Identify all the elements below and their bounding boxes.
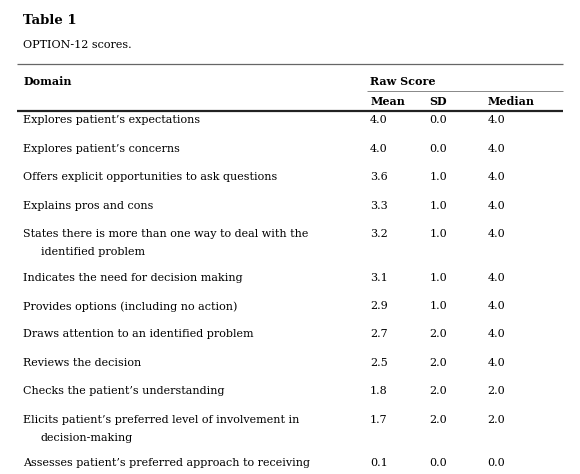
- Text: Checks the patient’s understanding: Checks the patient’s understanding: [23, 386, 224, 396]
- Text: 2.0: 2.0: [487, 415, 505, 425]
- Text: 1.0: 1.0: [429, 301, 447, 311]
- Text: 2.0: 2.0: [487, 386, 505, 396]
- Text: Indicates the need for decision making: Indicates the need for decision making: [23, 273, 243, 283]
- Text: identified problem: identified problem: [41, 247, 145, 257]
- Text: 1.0: 1.0: [429, 229, 447, 239]
- Text: 4.0: 4.0: [487, 172, 505, 182]
- Text: 4.0: 4.0: [370, 144, 388, 154]
- Text: 0.0: 0.0: [429, 144, 447, 154]
- Text: Raw Score: Raw Score: [370, 76, 436, 87]
- Text: 4.0: 4.0: [487, 301, 505, 311]
- Text: 4.0: 4.0: [487, 115, 505, 125]
- Text: 4.0: 4.0: [487, 229, 505, 239]
- Text: 3.3: 3.3: [370, 201, 388, 210]
- Text: 4.0: 4.0: [487, 144, 505, 154]
- Text: Draws attention to an identified problem: Draws attention to an identified problem: [23, 329, 254, 339]
- Text: 3.2: 3.2: [370, 229, 388, 239]
- Text: Assesses patient’s preferred approach to receiving: Assesses patient’s preferred approach to…: [23, 458, 310, 468]
- Text: 0.1: 0.1: [370, 458, 388, 468]
- Text: 2.0: 2.0: [429, 386, 447, 396]
- Text: Explores patient’s concerns: Explores patient’s concerns: [23, 144, 180, 154]
- Text: Reviews the decision: Reviews the decision: [23, 358, 142, 368]
- Text: 4.0: 4.0: [487, 329, 505, 339]
- Text: OPTION-12 scores.: OPTION-12 scores.: [23, 40, 132, 50]
- Text: decision-making: decision-making: [41, 433, 133, 443]
- Text: 3.6: 3.6: [370, 172, 388, 182]
- Text: Provides options (including no action): Provides options (including no action): [23, 301, 238, 311]
- Text: 3.1: 3.1: [370, 273, 388, 283]
- Text: Offers explicit opportunities to ask questions: Offers explicit opportunities to ask que…: [23, 172, 277, 182]
- Text: 1.8: 1.8: [370, 386, 388, 396]
- Text: 2.9: 2.9: [370, 301, 388, 311]
- Text: 4.0: 4.0: [370, 115, 388, 125]
- Text: 1.7: 1.7: [370, 415, 387, 425]
- Text: 2.5: 2.5: [370, 358, 388, 368]
- Text: 1.0: 1.0: [429, 201, 447, 210]
- Text: 0.0: 0.0: [429, 115, 447, 125]
- Text: Elicits patient’s preferred level of involvement in: Elicits patient’s preferred level of inv…: [23, 415, 300, 425]
- Text: 2.7: 2.7: [370, 329, 387, 339]
- Text: 4.0: 4.0: [487, 273, 505, 283]
- Text: Domain: Domain: [23, 76, 72, 87]
- Text: Explains pros and cons: Explains pros and cons: [23, 201, 154, 210]
- Text: 0.0: 0.0: [487, 458, 505, 468]
- Text: 2.0: 2.0: [429, 358, 447, 368]
- Text: Median: Median: [487, 96, 534, 107]
- Text: 4.0: 4.0: [487, 358, 505, 368]
- Text: Explores patient’s expectations: Explores patient’s expectations: [23, 115, 200, 125]
- Text: SD: SD: [429, 96, 447, 107]
- Text: Table 1: Table 1: [23, 14, 77, 27]
- Text: 1.0: 1.0: [429, 273, 447, 283]
- Text: 1.0: 1.0: [429, 172, 447, 182]
- Text: 0.0: 0.0: [429, 458, 447, 468]
- Text: States there is more than one way to deal with the: States there is more than one way to dea…: [23, 229, 309, 239]
- Text: 2.0: 2.0: [429, 329, 447, 339]
- Text: 4.0: 4.0: [487, 201, 505, 210]
- Text: Mean: Mean: [370, 96, 405, 107]
- Text: 2.0: 2.0: [429, 415, 447, 425]
